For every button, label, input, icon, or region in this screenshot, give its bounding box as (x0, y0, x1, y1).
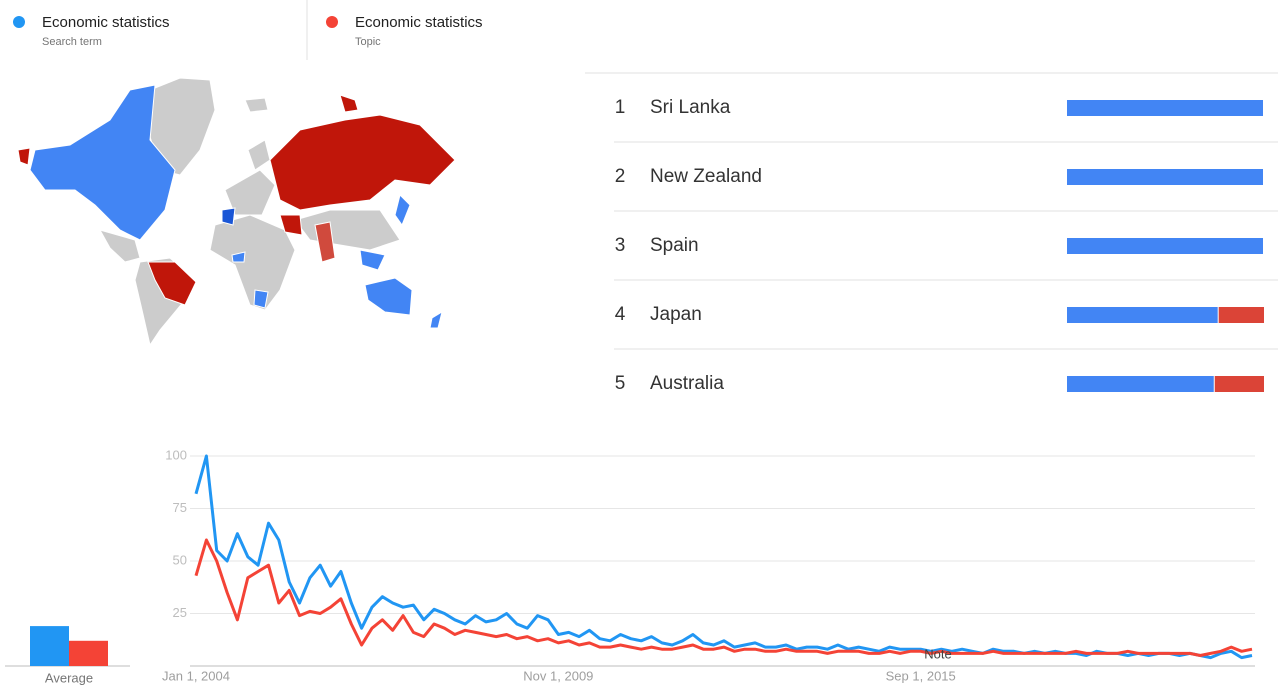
trend-line (194, 454, 1253, 660)
region-bar (1067, 307, 1218, 323)
region-name: Sri Lanka (650, 97, 731, 118)
x-tick-label: Jan 1, 2004 (162, 668, 230, 683)
rank-number: 4 (615, 304, 626, 325)
region-name: Japan (650, 304, 702, 325)
legend-dot (13, 16, 25, 28)
region-bar (1218, 307, 1264, 323)
y-tick-label: 50 (173, 552, 187, 567)
rank-number: 1 (615, 97, 626, 118)
rank-number: 3 (615, 235, 626, 256)
y-tick-label: 100 (165, 447, 187, 462)
region-bar (1067, 169, 1263, 185)
y-tick-label: 25 (173, 605, 187, 620)
legend-kind: Topic (355, 36, 381, 48)
average-bar (30, 626, 69, 666)
average-bar (69, 640, 108, 666)
y-tick-label: 75 (173, 500, 187, 515)
rank-number: 5 (615, 373, 626, 394)
region-name: Australia (650, 373, 724, 394)
legend-kind: Search term (42, 36, 102, 48)
region-bar (1067, 100, 1263, 116)
region-name: New Zealand (650, 166, 762, 187)
region-bar (1067, 238, 1263, 254)
ranking-separators (585, 72, 1278, 350)
x-tick-label: Nov 1, 2009 (523, 668, 593, 683)
region-bar (1067, 376, 1214, 392)
average-label: Average (45, 670, 93, 685)
world-map (17, 77, 456, 347)
region-bar (1214, 376, 1264, 392)
region-name: Spain (650, 235, 699, 256)
x-tick-label: Sep 1, 2015 (886, 668, 956, 683)
legend-dot (326, 16, 338, 28)
trend-line (194, 538, 1253, 657)
annotation: Note (924, 646, 951, 661)
rank-number: 2 (615, 166, 626, 187)
legend-name: Economic statistics (42, 14, 170, 31)
legend-name: Economic statistics (355, 14, 483, 31)
